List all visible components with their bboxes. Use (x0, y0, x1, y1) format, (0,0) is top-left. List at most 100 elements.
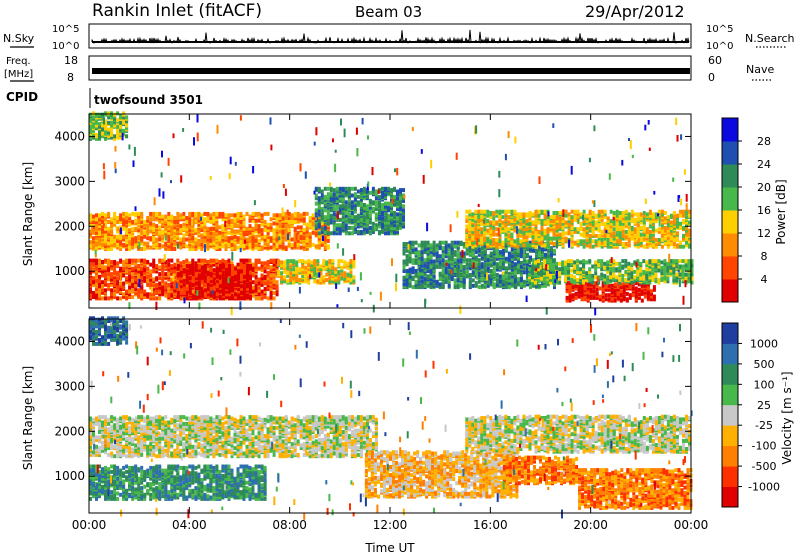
data-cell (143, 220, 147, 224)
data-cell (155, 224, 159, 229)
data-cell (529, 240, 532, 245)
data-cell (471, 270, 475, 275)
data-cell (257, 224, 261, 229)
data-cell (215, 278, 219, 283)
data-cell (468, 209, 472, 214)
data-cell (146, 218, 150, 223)
data-cell (254, 237, 258, 242)
data-cell (272, 221, 276, 226)
data-cell (149, 269, 153, 274)
data-cell (341, 186, 345, 191)
data-cell (161, 270, 165, 275)
data-cell (390, 203, 393, 207)
data-cell (346, 265, 350, 270)
data-cell (228, 266, 231, 271)
data-cell (146, 230, 150, 235)
data-cell (170, 292, 174, 297)
data-cell (239, 225, 243, 230)
data-cell (338, 193, 342, 198)
data-cell (104, 258, 107, 263)
data-cell (179, 224, 183, 229)
data-cell (486, 213, 490, 218)
data-cell (164, 229, 168, 234)
data-cell (182, 274, 186, 279)
data-cell (501, 215, 505, 220)
data-cell (483, 250, 487, 255)
data-cell (552, 236, 556, 241)
data-cell (453, 283, 457, 288)
data-cell (420, 271, 424, 276)
data-cell (185, 272, 189, 277)
data-cell (532, 248, 535, 253)
data-cell (197, 228, 201, 233)
data-cell (239, 228, 243, 233)
data-cell (483, 255, 487, 260)
data-cell (341, 203, 345, 207)
data-cell (453, 258, 457, 263)
data-cell (203, 217, 207, 222)
data-cell (332, 203, 336, 207)
data-cell (125, 214, 129, 219)
data-cell (248, 258, 252, 263)
power-cells (89, 111, 694, 316)
data-cell (477, 285, 481, 290)
data-cell (176, 220, 180, 224)
data-cell (191, 269, 195, 274)
data-cell (161, 281, 165, 286)
data-cell (194, 268, 198, 273)
data-cell (519, 270, 523, 275)
data-cell (526, 277, 529, 282)
data-cell (218, 225, 222, 230)
data-cell (158, 225, 162, 230)
data-cell (92, 295, 95, 299)
data-cell (170, 258, 174, 263)
data-cell (146, 222, 150, 227)
data-cell (399, 225, 402, 230)
data-cell (311, 222, 315, 227)
data-cell (197, 216, 201, 220)
data-cell (119, 241, 123, 246)
data-cell (218, 264, 222, 268)
data-cell (182, 233, 186, 238)
data-cell (275, 213, 279, 218)
data-cell (161, 278, 165, 283)
data-cell (191, 211, 195, 216)
data-cell (411, 260, 415, 265)
data-cell (531, 239, 535, 244)
data-cell (266, 237, 270, 242)
data-cell (98, 258, 101, 263)
data-cell (251, 285, 255, 290)
data-cell (408, 283, 412, 288)
data-cell (161, 285, 165, 290)
data-cell (471, 250, 475, 255)
data-cell (498, 250, 502, 255)
data-cell (362, 211, 366, 215)
data-cell (185, 276, 189, 281)
data-cell (191, 224, 195, 229)
data-cell (215, 222, 219, 227)
data-cell (447, 256, 451, 261)
data-cell (538, 247, 541, 252)
data-cell (249, 288, 252, 293)
data-cell (362, 227, 366, 232)
data-cell (209, 276, 213, 281)
data-cell (206, 260, 210, 264)
data-cell (486, 283, 490, 288)
freq-panel: Freq. [MHz] 18 8 60 0 Nave (4, 54, 774, 84)
data-cell (280, 275, 284, 280)
data-cell (483, 262, 487, 267)
data-cell (402, 275, 406, 280)
data-cell (387, 190, 390, 195)
data-cell (260, 213, 264, 218)
data-cell (429, 267, 433, 272)
data-cell (227, 222, 231, 227)
data-cell (101, 232, 104, 237)
data-cell (230, 236, 234, 241)
data-cell (218, 270, 222, 275)
data-cell (200, 270, 204, 275)
data-cell (549, 215, 553, 220)
data-cell (212, 295, 216, 299)
data-cell (179, 281, 183, 286)
data-cell (426, 283, 430, 288)
data-cell (317, 244, 321, 249)
